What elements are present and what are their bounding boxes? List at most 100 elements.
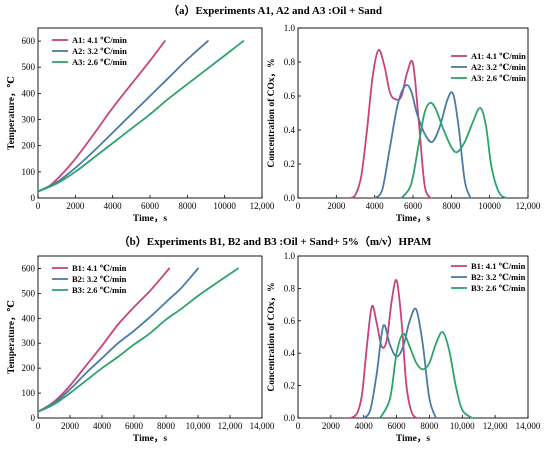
y-tick-label: 400 xyxy=(22,88,36,98)
y-tick-label: 500 xyxy=(22,62,36,72)
x-tick-label: 4000 xyxy=(355,421,374,431)
y-tick-label: 600 xyxy=(22,36,36,46)
y-tick-label: 300 xyxy=(22,338,36,348)
legend-label-2: B2: 3.2 ℃/min xyxy=(471,272,526,282)
x-tick-label: 12,000 xyxy=(218,421,243,431)
y-tick-label: 0.8 xyxy=(284,57,296,67)
x-tick-label: 12,000 xyxy=(516,201,541,211)
x-tick-label: 6000 xyxy=(388,421,407,431)
x-tick-label: 14,000 xyxy=(516,421,541,431)
legend-label-3: A3: 2.6 ℃/min xyxy=(72,57,127,67)
x-tick-label: 0 xyxy=(296,421,301,431)
y-axis-label: Temperature，℃ xyxy=(7,76,17,150)
x-tick-label: 6000 xyxy=(125,421,144,431)
plot-frame xyxy=(297,255,529,419)
x-axis-label: Time，s xyxy=(396,434,430,444)
series-line-1 xyxy=(349,278,418,419)
legend-label-2: B2: 3.2 ℃/min xyxy=(72,274,127,284)
y-tick-label: 200 xyxy=(22,141,36,151)
series-line-3 xyxy=(37,40,245,193)
x-tick-label: 0 xyxy=(296,201,301,211)
series-line-2 xyxy=(362,307,437,419)
x-tick-label: 2000 xyxy=(322,421,341,431)
legend-label-1: A1: 4.1 ℃/min xyxy=(72,35,127,45)
y-tick-label: 0.4 xyxy=(284,125,296,135)
x-tick-label: 6000 xyxy=(404,201,423,211)
x-tick-label: 0 xyxy=(36,421,41,431)
y-tick-label: 100 xyxy=(22,388,36,398)
x-tick-label: 10,000 xyxy=(450,421,475,431)
y-tick-label: 500 xyxy=(22,288,36,298)
legend-label-1: B1: 4.1 ℃/min xyxy=(72,263,127,273)
panel-b-temp: 0 2000 4000 6000 8000 10,000 12,000 14,000 0 100 2… xyxy=(7,255,275,444)
y-tick-label: 0.2 xyxy=(284,381,295,391)
y-tick-label: 0.0 xyxy=(284,193,296,203)
y-tick-label: 0.2 xyxy=(284,159,295,169)
x-tick-label: 10000 xyxy=(213,201,236,211)
x-axis-label: Time，s xyxy=(133,214,167,224)
series-line-2 xyxy=(37,267,199,413)
x-tick-label: 10,000 xyxy=(186,421,211,431)
y-tick-label: 300 xyxy=(22,115,36,125)
y-tick-label: 200 xyxy=(22,363,36,373)
series-line-2 xyxy=(373,84,472,199)
section-a-title: （a）Experiments A1, A2 and A3 :Oil + Sand xyxy=(167,5,383,17)
panel-b-cox: 0 2000 4000 6000 8000 10,000 12,000 14,000 0.0 0.… xyxy=(267,251,541,444)
y-axis-label: Concentration of COx，% xyxy=(267,58,277,167)
x-tick-label: 2000 xyxy=(61,421,80,431)
legend-label-1: A1: 4.1 ℃/min xyxy=(471,51,526,61)
x-tick-label: 12,000 xyxy=(250,201,275,211)
section-b-title: （b）Experiments B1, B2 and B3 :Oil + Sand… xyxy=(118,236,432,248)
y-tick-label: 1.0 xyxy=(284,251,296,261)
x-tick-label: 0 xyxy=(36,201,41,211)
series-line-1 xyxy=(37,267,171,413)
panel-a-temp: 0 2000 4000 6000 8000 10000 12,000 0 100 200 300 40… xyxy=(7,27,275,224)
panel-a-cox: 0 2000 4000 6000 8000 10000 12,000 0.0 0.2 0.4 0.6… xyxy=(267,23,541,224)
x-tick-label: 10000 xyxy=(478,201,501,211)
x-tick-label: 4000 xyxy=(104,201,123,211)
legend-label-2: A2: 3.2 ℃/min xyxy=(72,46,127,56)
legend-label-3: B3: 2.6 ℃/min xyxy=(72,285,127,295)
legend-label-2: A2: 3.2 ℃/min xyxy=(471,62,526,72)
x-tick-label: 2000 xyxy=(66,201,85,211)
series-line-3 xyxy=(379,331,473,419)
y-tick-label: 0.6 xyxy=(284,91,296,101)
y-tick-label: 400 xyxy=(22,313,36,323)
x-tick-label: 8000 xyxy=(157,421,176,431)
x-axis-label: Time，s xyxy=(133,434,167,444)
y-tick-label: 0.8 xyxy=(284,283,296,293)
y-tick-label: 0.6 xyxy=(284,316,296,326)
x-tick-label: 2000 xyxy=(327,201,346,211)
legend-label-3: A3: 2.6 ℃/min xyxy=(471,73,526,83)
series-line-3 xyxy=(37,267,239,413)
y-axis-label: Concentration of COx，% xyxy=(267,282,277,391)
plot-frame xyxy=(37,255,263,419)
y-tick-label: 0.0 xyxy=(284,413,296,423)
legend-label-3: B3: 2.6 ℃/min xyxy=(471,283,526,293)
x-axis-label: Time，s xyxy=(396,214,430,224)
x-tick-label: 8000 xyxy=(420,421,439,431)
x-tick-label: 8000 xyxy=(442,201,461,211)
y-tick-label: 0 xyxy=(31,413,36,423)
x-tick-label: 12,000 xyxy=(483,421,508,431)
y-tick-label: 100 xyxy=(22,167,36,177)
y-axis-label: Temperature，℃ xyxy=(7,300,17,374)
x-tick-label: 8000 xyxy=(178,201,197,211)
x-tick-label: 14,000 xyxy=(250,421,275,431)
y-tick-label: 0.4 xyxy=(284,348,296,358)
y-tick-label: 0 xyxy=(31,193,36,203)
y-tick-label: 600 xyxy=(22,263,36,273)
legend-label-1: B1: 4.1 ℃/min xyxy=(471,261,526,271)
series-line-3 xyxy=(400,101,508,199)
series-line-2 xyxy=(37,40,209,193)
x-tick-label: 4000 xyxy=(93,421,112,431)
x-tick-label: 4000 xyxy=(366,201,385,211)
y-tick-label: 1.0 xyxy=(284,23,296,33)
series-line-1 xyxy=(348,49,432,199)
x-tick-label: 6000 xyxy=(141,201,160,211)
